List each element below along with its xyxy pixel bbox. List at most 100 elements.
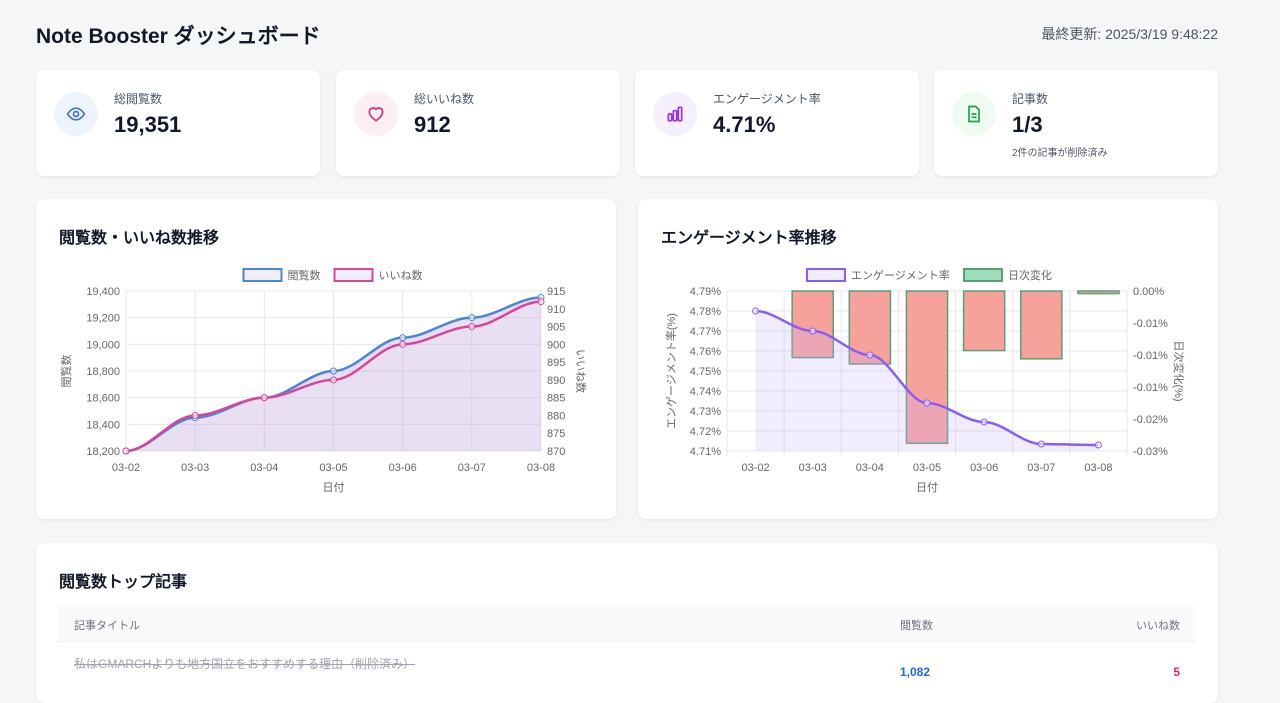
bar [962, 290, 1006, 352]
y2-tick-label: 895 [547, 357, 565, 369]
stat-card-views: 総閲覧数 19,351 [36, 70, 320, 176]
y-axis-label: エンゲージメント率(%) [664, 313, 678, 429]
bar [905, 290, 949, 445]
engagement-chart: 4.71% 4.72% 4.73% 4.74% 4.75% 4.76% 4.77% 4.78%… [664, 268, 1186, 494]
data-point [399, 340, 407, 348]
x-tick-label: 03-06 [389, 462, 417, 474]
chart-title: 閲覧数・いいね数推移 [59, 230, 220, 247]
data-point [330, 376, 337, 384]
y2-axis-label: 日次変化(%) [1172, 340, 1186, 401]
y-tick-label: 18,800 [86, 366, 120, 378]
article-views: 1,082 [900, 665, 931, 679]
bar [1077, 290, 1120, 295]
legend-label: エンゲージメント率 [851, 268, 950, 282]
y-axis-label: 閲覧数 [59, 355, 73, 388]
col-likes: いいね数 [1136, 620, 1180, 632]
data-point [537, 298, 545, 306]
y2-tick-label: 0.00% [1133, 286, 1164, 298]
last-updated: 最終更新: 2025/3/19 9:48:22 [1041, 26, 1218, 42]
x-axis-label: 日付 [323, 481, 345, 494]
article-title[interactable]: 私はGMARCHよりも地方国立をおすすめする理由（削除済み） [74, 657, 416, 671]
x-tick-label: 03-05 [913, 462, 941, 474]
y2-tick-label: -0.01% [1133, 350, 1168, 362]
y2-tick-label: -0.01% [1133, 382, 1168, 394]
bar [791, 290, 835, 359]
table-row[interactable]: 私はGMARCHよりも地方国立をおすすめする理由（削除済み） 1,082 5 [58, 643, 1196, 683]
y-tick-label: 18,400 [86, 419, 120, 431]
legend-label: 日次変化 [1008, 268, 1052, 282]
document-icon [952, 92, 996, 136]
table-header: 記事タイトル 閲覧数 いいね数 [58, 605, 1196, 642]
x-axis-label: 日付 [916, 481, 938, 494]
y2-tick-label: 885 [547, 393, 565, 405]
stat-label: 総いいね数 [414, 92, 475, 106]
col-views: 閲覧数 [900, 620, 933, 632]
data-point [399, 334, 407, 342]
y2-tick-label: -0.03% [1133, 446, 1168, 458]
data-point [1037, 440, 1045, 448]
area-fill [755, 311, 1099, 451]
views-likes-chart-card: 閲覧数・いいね数推移 18,200 18,400 18,600 18,800 19,00… [36, 199, 616, 519]
stat-label: 総閲覧数 [114, 92, 163, 106]
y-tick-label: 4.72% [690, 426, 721, 438]
stat-card-likes: 総いいね数 912 [336, 70, 620, 176]
x-tick-label: 03-07 [1027, 462, 1055, 474]
y-tick-label: 4.71% [690, 446, 721, 458]
stat-label: エンゲージメント率 [713, 92, 821, 106]
legend-swatch [963, 268, 1003, 282]
views-likes-chart: 18,200 18,400 18,600 18,800 19,000 19,200 19,4… [59, 268, 587, 494]
legend-label: いいね数 [379, 269, 423, 282]
article-likes: 5 [1173, 665, 1180, 679]
x-tick-label: 03-02 [742, 462, 770, 474]
stat-card-articles: 記事数 1/3 2件の記事が削除済み [934, 70, 1218, 176]
y-tick-label: 19,400 [86, 286, 120, 298]
y2-tick-label: 905 [547, 322, 565, 334]
stat-value: 19,351 [114, 112, 182, 137]
y2-tick-label: 870 [547, 446, 565, 458]
page-title: Note Booster ダッシュボード [36, 25, 321, 48]
stat-value: 912 [414, 112, 451, 137]
y-tick-label: 18,200 [86, 446, 120, 458]
y2-tick-label: 875 [547, 428, 565, 440]
y2-axis-label: いいね数 [574, 349, 587, 393]
y2-tick-label: 910 [547, 304, 565, 316]
y-tick-label: 4.73% [690, 406, 721, 418]
table-title: 閲覧数トップ記事 [59, 574, 188, 591]
y-tick-label: 18,600 [86, 393, 120, 405]
y-tick-label: 4.75% [690, 366, 721, 378]
engagement-chart-card: エンゲージメント率推移 4.71% 4.72% 4.73% 4.74% 4.75% 4.7… [638, 199, 1218, 519]
legend-swatch [333, 268, 374, 282]
stat-value: 1/3 [1012, 112, 1043, 137]
y2-tick-label: 900 [547, 339, 565, 351]
x-tick-label: 03-07 [458, 462, 486, 474]
x-tick-label: 03-04 [250, 462, 278, 474]
data-point [809, 327, 817, 335]
y2-tick-label: 915 [547, 286, 565, 298]
y-tick-label: 4.78% [690, 306, 721, 318]
y-tick-label: 4.77% [690, 326, 721, 338]
data-point [260, 394, 268, 402]
data-point [330, 367, 337, 375]
chart-title: エンゲージメント率推移 [661, 230, 837, 247]
legend-label: 閲覧数 [288, 268, 321, 282]
x-tick-label: 03-04 [856, 462, 884, 474]
eye-icon [54, 92, 98, 136]
top-articles-card: 閲覧数トップ記事 記事タイトル 閲覧数 いいね数 私はGMARCHよりも地方国立… [36, 543, 1218, 703]
x-tick-label: 03-08 [527, 462, 555, 474]
data-point [191, 411, 199, 419]
stat-label: 記事数 [1012, 92, 1049, 106]
y2-tick-label: -0.02% [1133, 414, 1168, 426]
bar [1019, 290, 1063, 360]
data-point [752, 307, 760, 315]
bar-chart-icon [653, 92, 697, 136]
legend-swatch [806, 268, 846, 282]
y2-tick-label: 880 [547, 410, 565, 422]
x-tick-label: 03-03 [799, 462, 827, 474]
x-tick-label: 03-05 [319, 462, 347, 474]
stat-value: 4.71% [713, 112, 776, 137]
y-tick-label: 19,200 [86, 313, 120, 325]
x-tick-label: 03-06 [970, 462, 998, 474]
y-tick-label: 4.74% [690, 386, 721, 398]
data-point [923, 399, 931, 407]
y-tick-label: 4.76% [690, 346, 721, 358]
